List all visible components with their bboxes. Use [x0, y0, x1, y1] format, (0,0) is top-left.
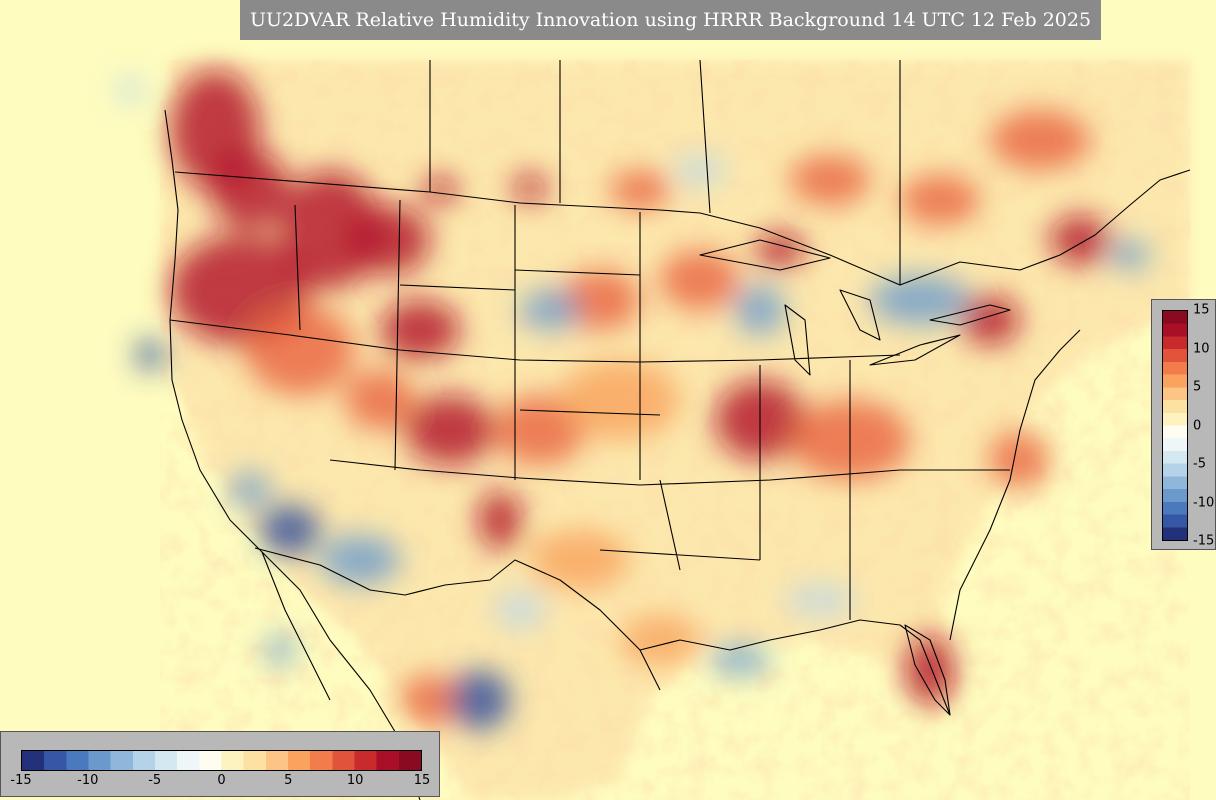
colorbar-vertical: 15 10 5 0 -5 -10 -15: [1151, 299, 1216, 550]
great-lakes-michigan: [784, 304, 811, 376]
moist-innovation-area: [280, 170, 380, 290]
state-lines-3: [294, 199, 851, 620]
dry-innovation-area: [870, 275, 970, 325]
moist-innovation-area: [405, 395, 495, 465]
moist-innovation-area: [790, 155, 870, 205]
moist-innovation-area: [345, 370, 415, 430]
cb-right-tick: 5: [1193, 379, 1202, 395]
cb-right-tick: 0: [1193, 418, 1202, 433]
moist-innovation-area: [560, 270, 640, 330]
dry-innovation-area: [260, 505, 320, 555]
dry-innovation-area: [136, 339, 164, 371]
dry-innovation-area: [675, 155, 725, 185]
dry-innovation-area: [230, 472, 270, 508]
moist-innovation-area: [620, 615, 700, 665]
moist-innovation-area: [245, 305, 355, 395]
moist-innovation-area: [990, 430, 1050, 490]
state-lines-2: [329, 459, 1010, 486]
great-lakes-huron: [839, 289, 881, 341]
boundaries: [164, 59, 1191, 800]
moist-innovation-area: [610, 170, 670, 210]
cb-right-tick: -15: [1193, 533, 1215, 549]
baja-coast: [261, 551, 331, 701]
state-lines-4: [399, 269, 761, 571]
moist-innovation-area: [660, 250, 740, 310]
dry-innovation-area: [450, 670, 510, 730]
florida: [904, 624, 951, 716]
dry-innovation-area: [785, 585, 855, 615]
cb-right-tick: 10: [1193, 341, 1210, 356]
moist-innovation-area: [400, 675, 460, 725]
moist-innovation-area: [560, 360, 680, 440]
cb-bottom-tick: -10: [77, 773, 99, 788]
cb-bottom-tick: 5: [284, 773, 293, 788]
moist-innovation-area: [478, 490, 522, 550]
mexico-border: [254, 547, 661, 691]
moist-innovation-area: [495, 395, 585, 465]
moist-innovation-area: [1050, 215, 1110, 265]
moist-innovation-area: [960, 295, 1020, 345]
cb-right-tick: 15: [1193, 302, 1210, 318]
moist-innovation-area: [530, 530, 630, 590]
cb-right-tick: -10: [1193, 495, 1215, 510]
moist-innovation-area: [422, 176, 458, 204]
map-title: UU2DVAR Relative Humidity Innovation usi…: [249, 9, 1092, 31]
dry-innovation-area: [265, 635, 295, 665]
atlantic-coast: [949, 329, 1081, 641]
dry-innovation-area: [520, 290, 580, 330]
moist-innovation-area: [905, 635, 955, 705]
moist-innovation-area: [990, 110, 1090, 170]
moist-innovation-area: [210, 150, 290, 230]
canada-provinces: [429, 59, 901, 285]
dry-innovation-area: [1110, 240, 1150, 270]
moist-innovation-area: [380, 300, 460, 360]
cb-bottom-tick: -15: [10, 773, 32, 788]
colorbar-horizontal: -15 -10 -5 0 5 10 15: [0, 731, 440, 797]
cb-bottom-tick: -5: [148, 773, 162, 788]
state-lines-1: [169, 319, 901, 363]
innovation-blobs: [118, 70, 1150, 730]
dry-innovation-area: [495, 592, 545, 628]
dry-innovation-area: [735, 285, 785, 335]
cb-bottom-tick: 0: [217, 773, 226, 788]
moist-innovation-area: [900, 175, 980, 225]
dry-innovation-area: [118, 76, 142, 104]
land-texture: [160, 60, 1190, 800]
dry-innovation-area: [710, 645, 770, 675]
gulf-coast: [639, 619, 951, 716]
title-box: UU2DVAR Relative Humidity Innovation usi…: [240, 0, 1101, 40]
cb-bottom-tick: 10: [346, 773, 364, 788]
great-lakes-superior: [699, 239, 831, 271]
great-lakes-ontario: [929, 304, 1011, 326]
west-coast: [164, 109, 421, 800]
colorbar-vertical-gradient: [1162, 310, 1188, 541]
colorbar-horizontal-gradient: [21, 750, 422, 771]
moist-innovation-area: [512, 174, 548, 202]
dry-innovation-area: [320, 535, 400, 585]
cb-bottom-tick: 15: [413, 773, 431, 788]
great-lakes-erie: [869, 334, 961, 366]
moist-innovation-area: [350, 205, 430, 275]
cb-right-tick: -5: [1193, 456, 1206, 472]
